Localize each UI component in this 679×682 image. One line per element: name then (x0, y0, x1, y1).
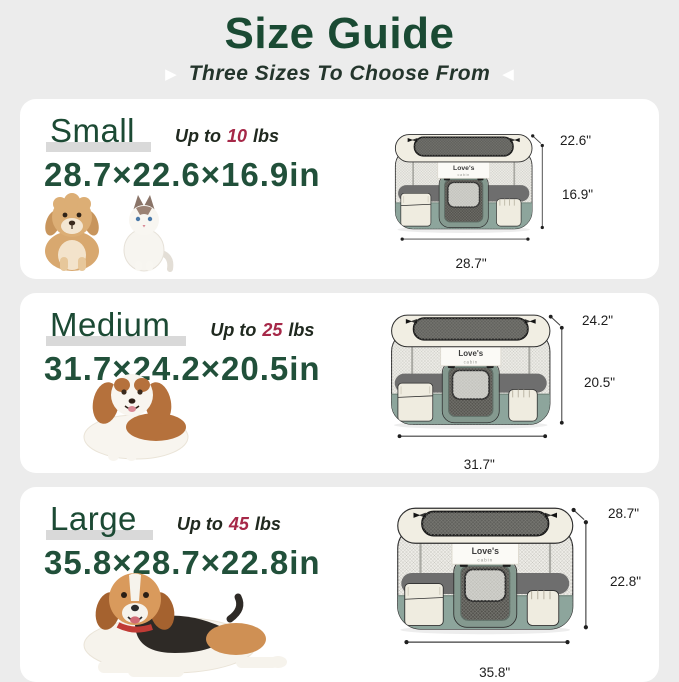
weight-suffix: lbs (254, 514, 281, 535)
playpen-figure-medium: 24.2" 20.5" 31.7" (390, 304, 615, 473)
beagle-dog-icon (83, 573, 287, 678)
playpen-figure-small: 22.6" 16.9" 28.7" (394, 125, 593, 272)
pets-illustration-puppy-and-cat (45, 193, 174, 273)
size-card-medium: Medium Up to 25 lbs 31.7×24.2×20.5in 24 (20, 293, 659, 474)
weight-value: 25 (262, 320, 283, 341)
playpen-diagram (394, 125, 558, 255)
page-subtitle: Three Sizes To Choose From (188, 62, 491, 86)
weight-limit: Up to 10 lbs (175, 126, 279, 147)
page-title: Size Guide (224, 9, 455, 58)
height-label: 16.9" (562, 186, 594, 202)
playpen-diagram (396, 496, 606, 662)
length-label: 28.7" (455, 256, 487, 272)
arrow-right-icon: ▶ (165, 65, 177, 83)
depth-label: 28.7" (608, 505, 640, 521)
spaniel-dog-icon (83, 374, 189, 462)
length-label: 35.8" (479, 665, 511, 681)
puppy-icon (45, 193, 99, 272)
size-heading-row: Medium Up to 25 lbs (46, 306, 314, 347)
weight-prefix: Up to (176, 514, 223, 535)
size-name: Large (46, 500, 153, 541)
weight-value: 10 (227, 126, 248, 147)
size-name: Small (46, 112, 152, 153)
size-name: Medium (46, 306, 187, 347)
cat-icon (123, 195, 174, 273)
header: Size Guide ▶ Three Sizes To Choose From … (0, 0, 679, 86)
height-label: 22.8" (610, 573, 642, 589)
weight-value: 45 (228, 514, 249, 535)
height-label: 20.5" (584, 374, 616, 390)
dimensions-text: 35.8×28.7×22.8in (44, 544, 321, 582)
pets-illustration-beagle (83, 573, 287, 678)
depth-label: 22.6" (560, 132, 592, 148)
playpen-figure-large: 28.7" 22.8" 35.8" (396, 496, 641, 681)
weight-suffix: lbs (288, 320, 315, 341)
arrow-left-icon: ◀ (502, 65, 514, 83)
pets-illustration-spaniel (83, 374, 189, 462)
size-heading-row: Large Up to 45 lbs (46, 500, 281, 541)
size-heading-row: Small Up to 10 lbs (46, 112, 279, 153)
depth-label: 24.2" (582, 312, 614, 328)
weight-suffix: lbs (253, 126, 280, 147)
length-label: 31.7" (463, 457, 495, 473)
size-card-large: Large Up to 45 lbs 35.8×28.7×22.8in (20, 487, 659, 682)
dimensions-text: 28.7×22.6×16.9in (44, 156, 321, 194)
weight-limit: Up to 25 lbs (210, 320, 314, 341)
weight-prefix: Up to (210, 320, 257, 341)
subtitle-row: ▶ Three Sizes To Choose From ◀ (0, 62, 679, 86)
dimensions-text: 31.7×24.2×20.5in (44, 350, 321, 388)
size-card-small: Small Up to 10 lbs 28.7×22.6×16.9in (20, 99, 659, 280)
playpen-diagram (390, 304, 580, 454)
weight-prefix: Up to (175, 126, 222, 147)
weight-limit: Up to 45 lbs (177, 514, 281, 535)
